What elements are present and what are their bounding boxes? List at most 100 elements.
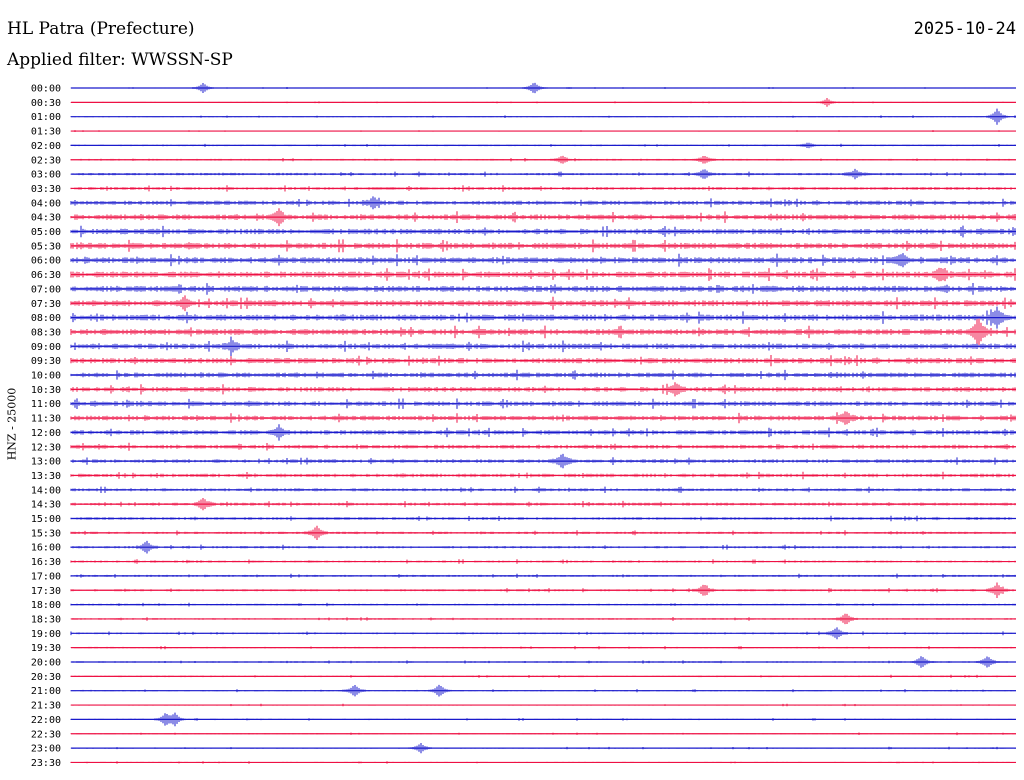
trace-row	[70, 130, 1016, 132]
row-time-label: 11:00	[31, 399, 61, 410]
trace-row	[70, 168, 1016, 180]
trace-row	[70, 98, 1016, 107]
trace-row	[70, 684, 1016, 697]
trace-row	[70, 208, 1016, 227]
row-time-label: 08:30	[31, 327, 61, 338]
trace-row	[70, 525, 1016, 540]
row-time-label: 14:30	[31, 500, 61, 511]
row-time-label: 03:00	[31, 170, 61, 181]
trace-row	[70, 602, 1016, 607]
trace-row	[70, 732, 1016, 736]
trace-row	[70, 142, 1016, 149]
trace-row	[70, 253, 1016, 268]
trace-row	[70, 155, 1016, 164]
trace-row	[70, 185, 1016, 192]
station-title: HL Patra (Prefecture)	[7, 19, 195, 39]
filter-label: Applied filter: WWSSN-SP	[7, 50, 233, 70]
row-time-label: 21:30	[31, 701, 61, 712]
row-time-label: 22:00	[31, 715, 61, 726]
row-time-label: 04:30	[31, 213, 61, 224]
row-time-label: 01:00	[31, 112, 61, 123]
trace-row	[70, 712, 1016, 727]
row-time-label: 17:00	[31, 571, 61, 582]
trace-row	[70, 318, 1016, 346]
row-time-label: 10:00	[31, 371, 61, 382]
row-time-label: 00:00	[31, 84, 61, 95]
trace-row	[70, 453, 1016, 469]
trace-row	[70, 355, 1016, 367]
row-time-label: 13:00	[31, 457, 61, 468]
trace-row	[70, 411, 1016, 425]
trace-row	[70, 703, 1016, 707]
row-time-label: 02:30	[31, 155, 61, 166]
trace-row	[70, 743, 1016, 754]
row-time-label: 10:30	[31, 385, 61, 396]
trace-row	[70, 267, 1016, 282]
row-time-label: 14:00	[31, 485, 61, 496]
trace-row	[70, 471, 1016, 480]
trace-row	[70, 239, 1016, 253]
row-time-label: 09:00	[31, 342, 61, 353]
row-time-label: 06:00	[31, 256, 61, 267]
row-time-label: 01:30	[31, 127, 61, 138]
row-time-label: 19:30	[31, 643, 61, 654]
trace-row	[70, 761, 1016, 764]
row-time-label: 12:00	[31, 428, 61, 439]
trace-row	[70, 613, 1016, 625]
trace-row	[70, 656, 1016, 668]
trace-row	[70, 674, 1016, 678]
trace-row	[70, 225, 1016, 238]
row-time-label: 15:30	[31, 528, 61, 539]
row-time-label: 05:00	[31, 227, 61, 238]
trace-row	[70, 498, 1016, 511]
trace-row	[70, 295, 1016, 312]
trace-row	[70, 369, 1016, 381]
row-time-label: 06:30	[31, 270, 61, 281]
trace-row	[70, 486, 1016, 493]
row-time-label: 13:30	[31, 471, 61, 482]
trace-row	[70, 283, 1016, 295]
trace-row	[70, 82, 1016, 94]
trace-row	[70, 515, 1016, 522]
trace-row	[70, 627, 1016, 640]
row-time-label: 03:30	[31, 184, 61, 195]
row-time-label: 18:00	[31, 600, 61, 611]
row-time-label: 07:00	[31, 284, 61, 295]
trace-row	[70, 108, 1016, 125]
trace-row	[70, 196, 1016, 210]
row-time-label: 23:00	[31, 744, 61, 755]
row-time-label: 17:30	[31, 586, 61, 597]
row-time-label: 11:30	[31, 414, 61, 425]
trace-row	[70, 398, 1016, 409]
trace-row	[70, 382, 1016, 397]
trace-row	[70, 306, 1016, 329]
row-time-label: 05:30	[31, 241, 61, 252]
row-time-label: 23:30	[31, 758, 61, 769]
row-time-label: 20:00	[31, 658, 61, 669]
trace-row	[70, 442, 1016, 451]
trace-row	[70, 582, 1016, 598]
row-time-label: 02:00	[31, 141, 61, 152]
row-time-label: 04:00	[31, 198, 61, 209]
trace-row	[70, 424, 1016, 441]
row-time-label: 00:30	[31, 98, 61, 109]
row-time-label: 07:30	[31, 299, 61, 310]
row-time-label: 12:30	[31, 442, 61, 453]
trace-row	[70, 559, 1016, 564]
row-time-label: 21:00	[31, 686, 61, 697]
row-time-label: 09:30	[31, 356, 61, 367]
chart-date: 2025-10-24	[913, 19, 1016, 39]
row-time-label: 22:30	[31, 729, 61, 740]
row-time-label: 20:30	[31, 672, 61, 683]
row-time-label: 16:00	[31, 543, 61, 554]
row-time-label: 18:30	[31, 614, 61, 625]
row-time-label: 08:00	[31, 313, 61, 324]
row-time-label: 15:00	[31, 514, 61, 525]
trace-row	[70, 573, 1016, 579]
row-time-label: 16:30	[31, 557, 61, 568]
row-time-label: 19:00	[31, 629, 61, 640]
trace-row	[70, 540, 1016, 554]
trace-row	[70, 336, 1016, 356]
trace-row	[70, 646, 1016, 650]
